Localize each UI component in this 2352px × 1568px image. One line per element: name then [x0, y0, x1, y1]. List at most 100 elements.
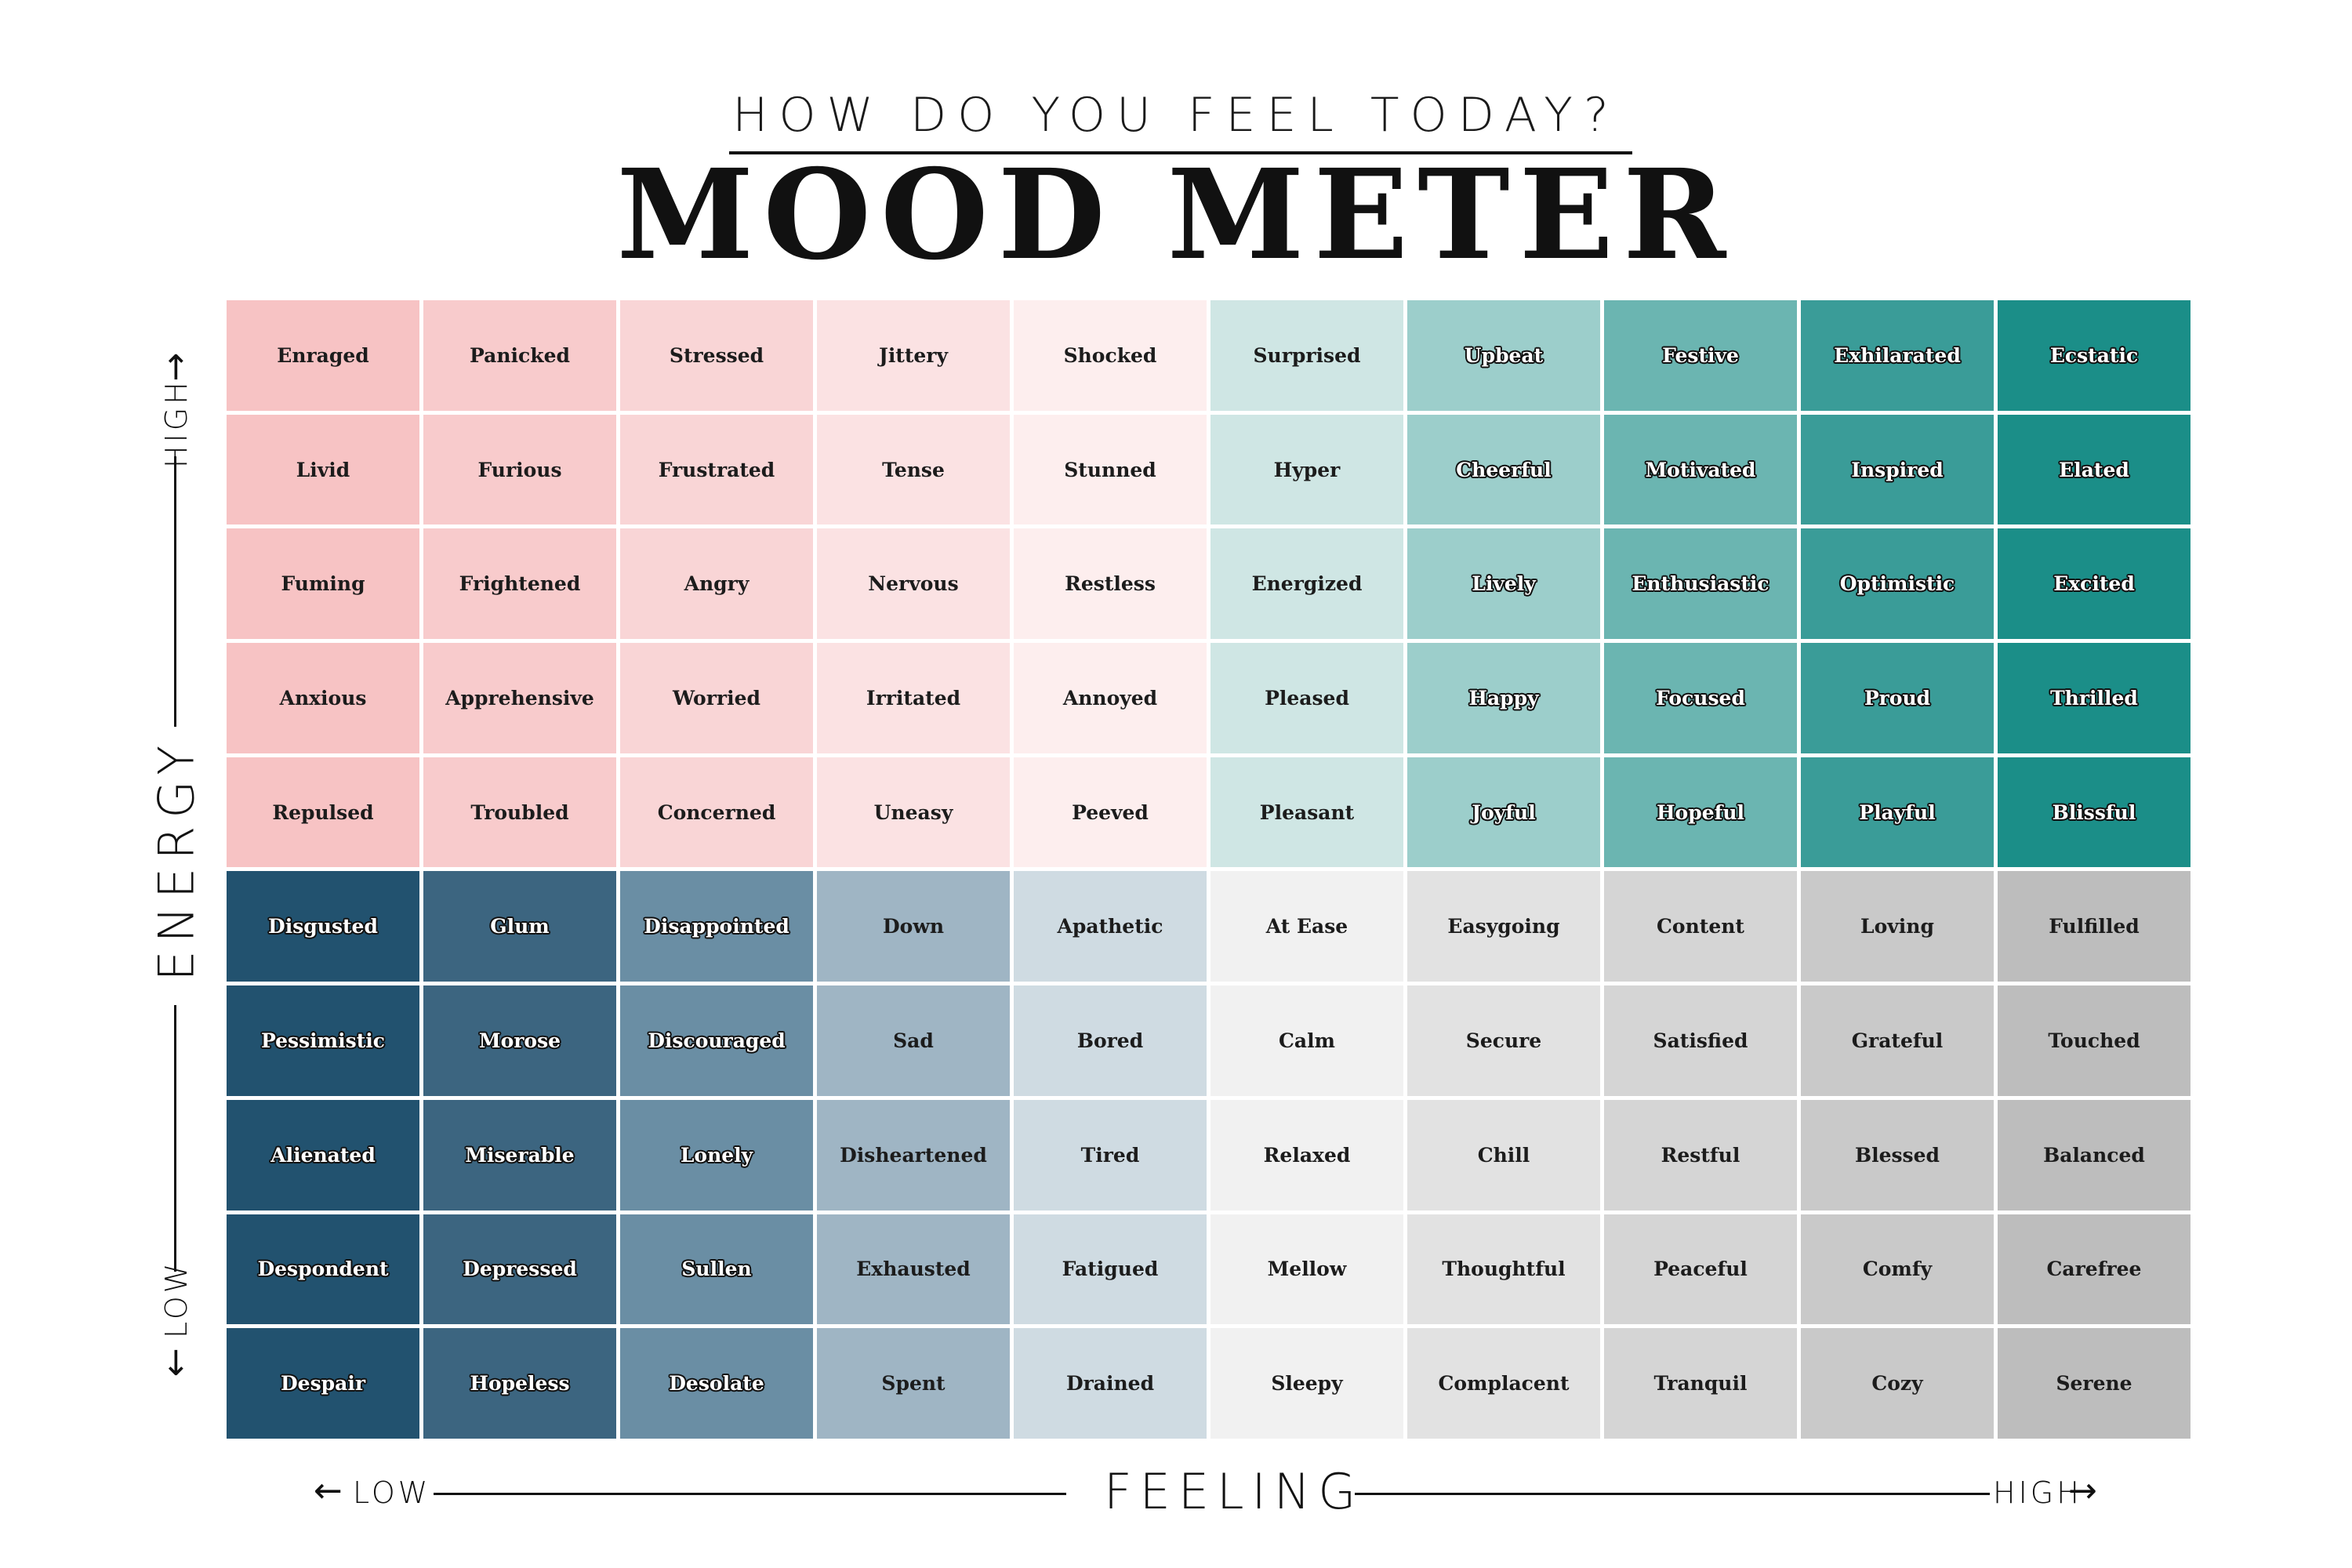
y-axis-label: ENERGY — [147, 737, 205, 982]
mood-cell: Panicked — [423, 300, 616, 411]
mood-cell: Irritated — [817, 643, 1010, 753]
x-axis-high-arrow-icon: → — [2068, 1471, 2097, 1511]
x-axis-right-line — [1355, 1493, 1990, 1495]
mood-cell: Despair — [227, 1328, 419, 1439]
page-subtitle: HOW DO YOU FEEL TODAY? — [732, 88, 1620, 143]
mood-cell: Apathetic — [1014, 871, 1207, 982]
mood-cell: Miserable — [423, 1099, 616, 1210]
mood-cell: Festive — [1604, 300, 1797, 411]
x-axis-label: FEELING — [1104, 1463, 1364, 1520]
mood-cell: Thrilled — [1998, 643, 2190, 753]
mood-cell: Tired — [1014, 1099, 1207, 1210]
mood-cell: Exhilarated — [1801, 300, 1994, 411]
mood-cell: Blissful — [1998, 757, 2190, 868]
mood-cell: Exhausted — [817, 1214, 1010, 1325]
mood-cell: Troubled — [423, 757, 616, 868]
mood-cell: Sleepy — [1210, 1328, 1403, 1439]
mood-cell: Frightened — [423, 528, 616, 640]
mood-cell: Lonely — [620, 1099, 813, 1210]
mood-cell: Motivated — [1604, 414, 1797, 525]
mood-cell: Spent — [817, 1328, 1010, 1439]
mood-cell: Blessed — [1801, 1099, 1994, 1210]
mood-cell: Surprised — [1210, 300, 1403, 411]
y-axis-low-arrow-icon: ↓ — [162, 1344, 191, 1384]
mood-cell: Peeved — [1014, 757, 1207, 868]
mood-cell: Restful — [1604, 1099, 1797, 1210]
mood-cell: Hopeful — [1604, 757, 1797, 868]
mood-cell: Uneasy — [817, 757, 1010, 868]
mood-cell: Balanced — [1998, 1099, 2190, 1210]
mood-cell: Depressed — [423, 1214, 616, 1325]
mood-cell: Alienated — [227, 1099, 419, 1210]
mood-cell: At Ease — [1210, 871, 1403, 982]
mood-cell: Grateful — [1801, 985, 1994, 1096]
mood-cell: Proud — [1801, 643, 1994, 753]
mood-cell: Fulfilled — [1998, 871, 2190, 982]
mood-cell: Angry — [620, 528, 813, 640]
mood-cell: Disheartened — [817, 1099, 1010, 1210]
mood-cell: Sad — [817, 985, 1010, 1096]
mood-cell: Comfy — [1801, 1214, 1994, 1325]
mood-cell: Livid — [227, 414, 419, 525]
mood-cell: Easygoing — [1407, 871, 1600, 982]
mood-cell: Touched — [1998, 985, 2190, 1096]
mood-cell: Energized — [1210, 528, 1403, 640]
mood-cell: Excited — [1998, 528, 2190, 640]
mood-cell: Stunned — [1014, 414, 1207, 525]
mood-cell: Tranquil — [1604, 1328, 1797, 1439]
mood-cell: Happy — [1407, 643, 1600, 753]
mood-cell: Tense — [817, 414, 1010, 525]
y-axis-low-label: LOW — [159, 1260, 194, 1338]
mood-cell: Repulsed — [227, 757, 419, 868]
mood-cell: Hopeless — [423, 1328, 616, 1439]
mood-cell: Pessimistic — [227, 985, 419, 1096]
mood-cell: Playful — [1801, 757, 1994, 868]
mood-cell: Down — [817, 871, 1010, 982]
mood-cell: Upbeat — [1407, 300, 1600, 411]
mood-cell: Disgusted — [227, 871, 419, 982]
y-axis-high-arrow-icon: ↑ — [162, 348, 191, 388]
mood-grid: Enraged Panicked Stressed Jittery Shocked Sur… — [227, 300, 2190, 1439]
mood-cell: Fatigued — [1014, 1214, 1207, 1325]
mood-cell: Complacent — [1407, 1328, 1600, 1439]
mood-cell: Joyful — [1407, 757, 1600, 868]
mood-cell: Secure — [1407, 985, 1600, 1096]
mood-cell: Chill — [1407, 1099, 1600, 1210]
mood-cell: Focused — [1604, 643, 1797, 753]
mood-cell: Mellow — [1210, 1214, 1403, 1325]
mood-cell: Inspired — [1801, 414, 1994, 525]
mood-cell: Cheerful — [1407, 414, 1600, 525]
mood-cell: Carefree — [1998, 1214, 2190, 1325]
x-axis-low-label: LOW — [353, 1475, 431, 1510]
mood-cell: Despondent — [227, 1214, 419, 1325]
mood-cell: Glum — [423, 871, 616, 982]
mood-cell: Hyper — [1210, 414, 1403, 525]
mood-cell: Ecstatic — [1998, 300, 2190, 411]
mood-cell: Restless — [1014, 528, 1207, 640]
mood-cell: Cozy — [1801, 1328, 1994, 1439]
mood-cell: Relaxed — [1210, 1099, 1403, 1210]
page-title: MOOD METER — [616, 143, 1736, 288]
y-axis-high-label: HIGH — [159, 379, 194, 468]
mood-cell: Disappointed — [620, 871, 813, 982]
mood-cell: Stressed — [620, 300, 813, 411]
mood-cell: Worried — [620, 643, 813, 753]
mood-cell: Enraged — [227, 300, 419, 411]
mood-cell: Discouraged — [620, 985, 813, 1096]
x-axis-low-arrow-icon: ← — [314, 1471, 343, 1511]
y-axis-upper-line — [174, 456, 176, 727]
mood-cell: Pleasant — [1210, 757, 1403, 868]
mood-cell: Morose — [423, 985, 616, 1096]
mood-cell: Enthusiastic — [1604, 528, 1797, 640]
mood-cell: Loving — [1801, 871, 1994, 982]
mood-cell: Shocked — [1014, 300, 1207, 411]
x-axis-left-line — [434, 1493, 1066, 1495]
mood-cell: Jittery — [817, 300, 1010, 411]
mood-cell: Pleased — [1210, 643, 1403, 753]
mood-cell: Optimistic — [1801, 528, 1994, 640]
mood-cell: Thoughtful — [1407, 1214, 1600, 1325]
mood-cell: Frustrated — [620, 414, 813, 525]
mood-cell: Bored — [1014, 985, 1207, 1096]
mood-cell: Elated — [1998, 414, 2190, 525]
mood-cell: Lively — [1407, 528, 1600, 640]
